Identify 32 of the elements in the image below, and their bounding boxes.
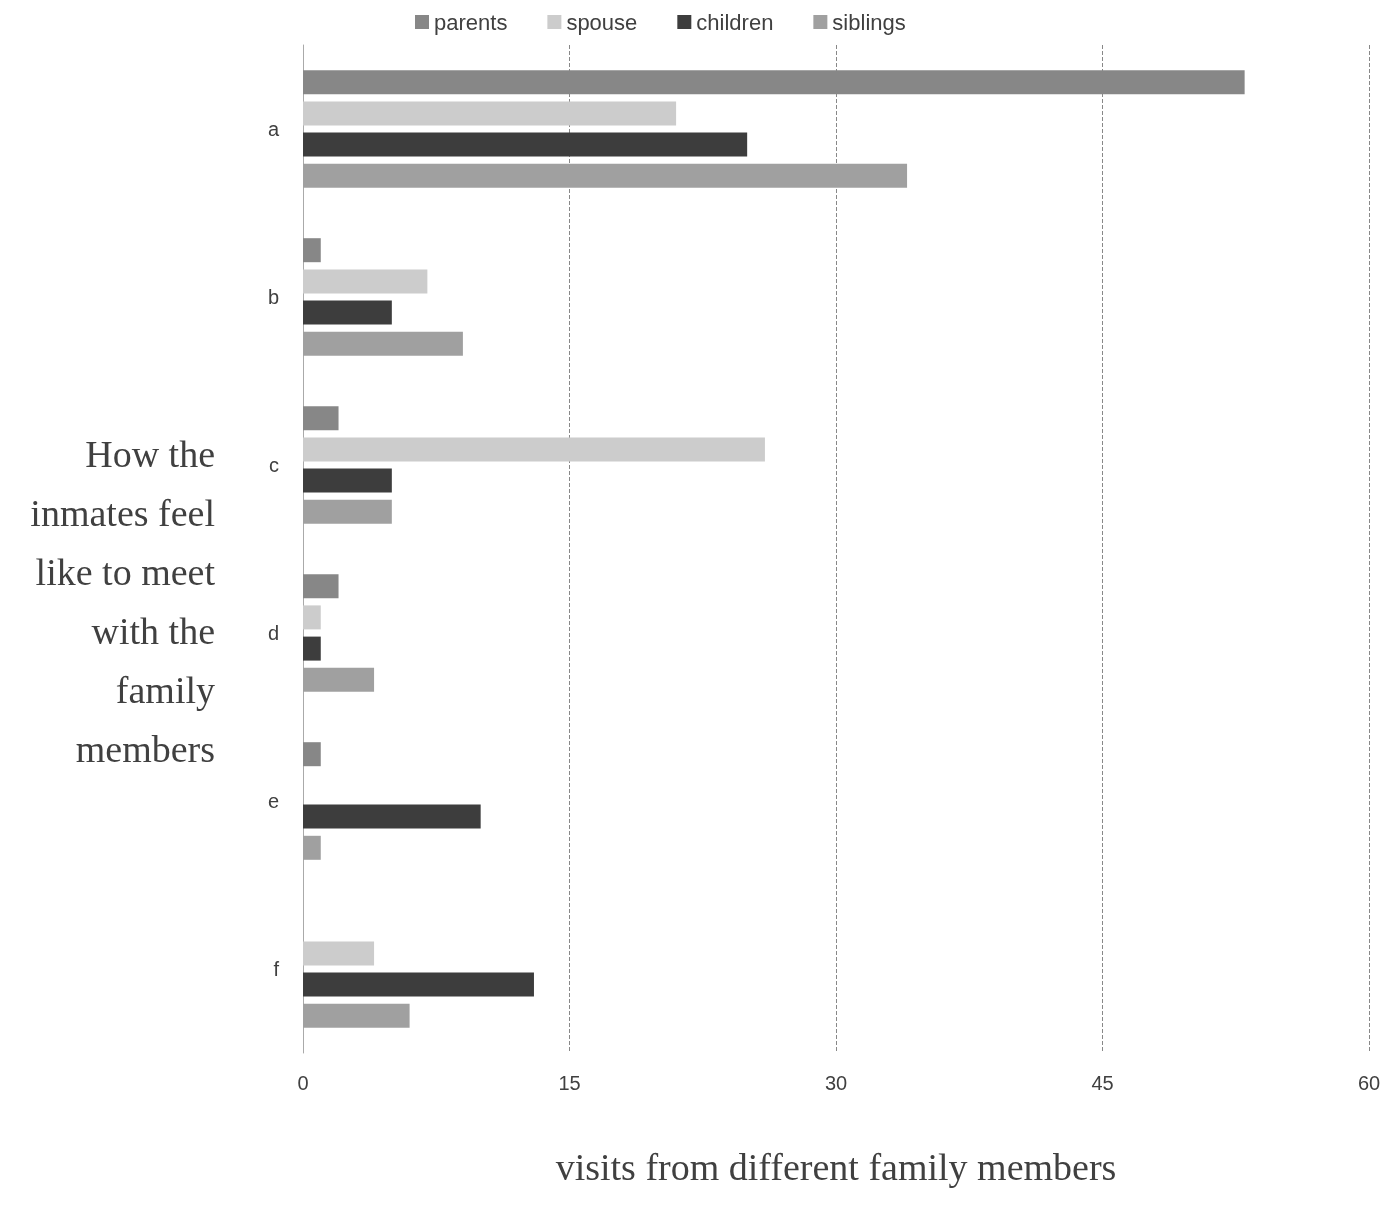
x-tick-label: 15 <box>558 1072 581 1094</box>
y-tick-label: c <box>269 454 279 476</box>
y-axis-title: How the inmates feel like to meet with the family members <box>29 432 215 772</box>
y-tick-label: d <box>267 622 279 644</box>
x-tick-label: 0 <box>297 1072 309 1094</box>
bar <box>303 468 392 493</box>
x-tick-label: 45 <box>1091 1072 1114 1094</box>
y-tick-label: f <box>273 958 280 980</box>
legend-label: siblings <box>832 9 906 35</box>
bar <box>303 941 375 966</box>
bar <box>303 101 677 126</box>
bar <box>303 437 765 462</box>
bar <box>303 804 481 829</box>
bar <box>303 574 339 599</box>
bar <box>303 132 748 157</box>
legend-label: children <box>696 9 774 35</box>
x-tick-label: 30 <box>824 1072 848 1094</box>
bar <box>303 742 321 767</box>
legend-label: spouse <box>566 9 638 35</box>
y-tick-label: e <box>267 790 279 812</box>
bar <box>303 605 321 630</box>
x-tick-label: 60 <box>1357 1072 1381 1094</box>
bar <box>303 972 534 997</box>
y-tick-label: a <box>267 118 280 140</box>
bar <box>303 300 392 325</box>
bar <box>303 269 428 294</box>
bar <box>303 636 321 661</box>
bar <box>303 238 321 263</box>
x-axis-title: visits from different family members <box>555 1146 1117 1188</box>
bar <box>303 406 339 431</box>
legend-label: parents <box>434 9 508 35</box>
y-tick-label: b <box>267 286 279 308</box>
